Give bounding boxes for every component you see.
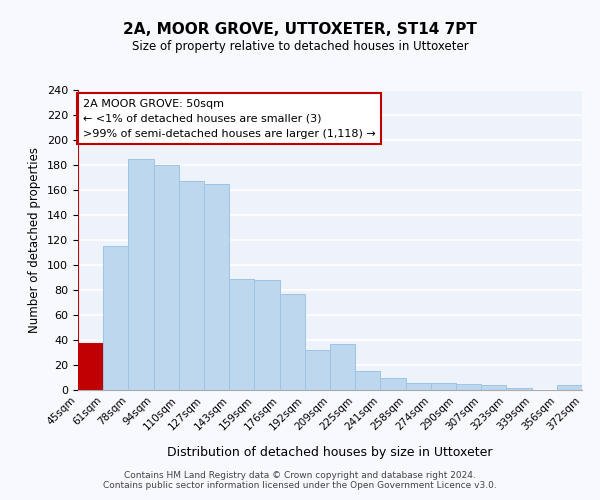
Bar [154,165,179,390]
Text: 2A, MOOR GROVE, UTTOXETER, ST14 7PT: 2A, MOOR GROVE, UTTOXETER, ST14 7PT [123,22,477,38]
Bar [557,385,582,390]
Text: Contains HM Land Registry data © Crown copyright and database right 2024.
Contai: Contains HM Land Registry data © Crown c… [103,470,497,490]
X-axis label: Distribution of detached houses by size in Uttoxeter: Distribution of detached houses by size … [167,446,493,458]
Bar [229,279,254,390]
Bar [481,385,506,390]
Bar [128,159,154,390]
Text: 2A MOOR GROVE: 50sqm
← <1% of detached houses are smaller (3)
>99% of semi-detac: 2A MOOR GROVE: 50sqm ← <1% of detached h… [83,99,376,138]
Bar [280,294,305,390]
Bar [204,184,229,390]
Bar [406,382,431,390]
Y-axis label: Number of detached properties: Number of detached properties [28,147,41,333]
Bar [103,246,128,390]
Bar [431,382,456,390]
Text: Size of property relative to detached houses in Uttoxeter: Size of property relative to detached ho… [131,40,469,53]
Bar [330,344,355,390]
Bar [305,350,330,390]
Bar [506,388,532,390]
Bar [179,181,204,390]
Bar [380,378,406,390]
Bar [78,342,103,390]
Bar [456,384,481,390]
Bar [254,280,280,390]
Bar [355,371,380,390]
